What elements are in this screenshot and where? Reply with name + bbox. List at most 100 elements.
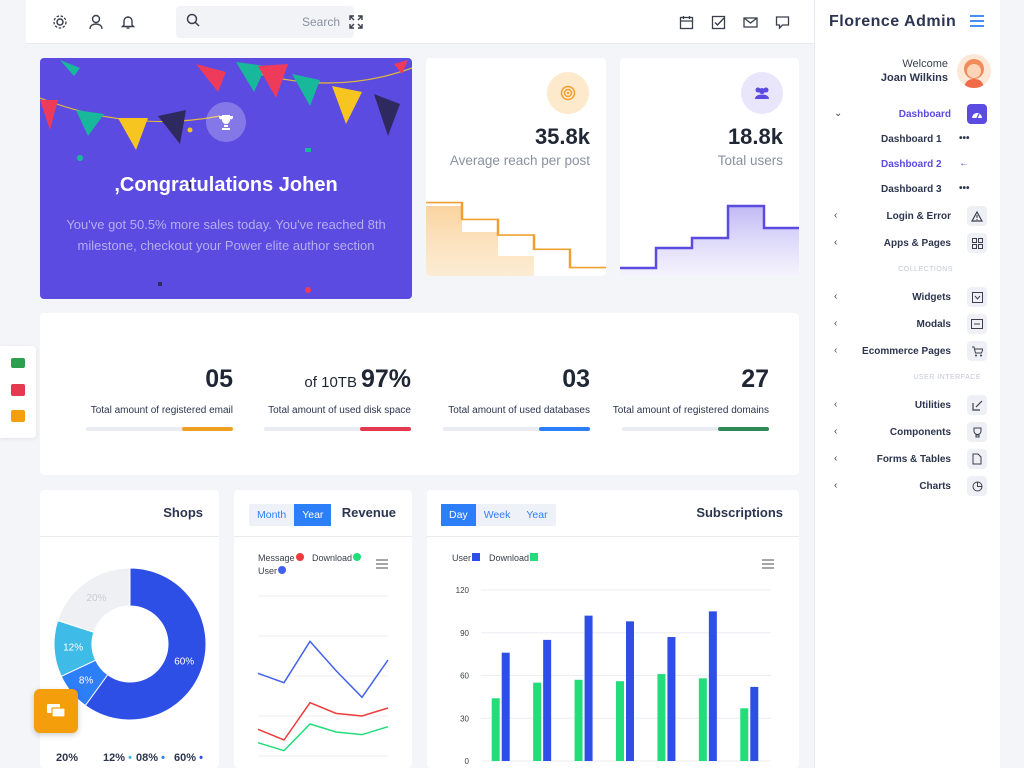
- metric-label: Total amount of used databases: [448, 405, 590, 416]
- metrics-card: 05 Total amount of registered email of 1…: [40, 313, 799, 475]
- search-input[interactable]: Search: [176, 6, 354, 38]
- congratulations-card: ,Congratulations Johen You've got 50.5% …: [40, 58, 412, 299]
- widget-icon: [967, 287, 987, 307]
- chat-fab-button[interactable]: [34, 689, 78, 733]
- metric-label: Total amount of registered email: [90, 405, 233, 416]
- chat-icon[interactable]: [772, 12, 792, 32]
- search-placeholder: Search: [301, 15, 340, 29]
- tab-year[interactable]: Year: [526, 509, 548, 521]
- sidebar-item-forms-tables[interactable]: ‹ Forms & Tables: [815, 449, 1001, 471]
- y-tick-label: 90: [460, 629, 469, 638]
- sidebar-item-dashboard[interactable]: ⌄ Dashboard: [815, 104, 1001, 126]
- bar-download: [491, 698, 500, 761]
- arrow-left-icon: ←: [959, 158, 969, 169]
- pie-slice-label: 60%: [174, 657, 194, 668]
- chevron-left-icon: ‹: [834, 291, 838, 302]
- bar-download: [616, 681, 624, 761]
- sidebar-item-label: Utilities: [914, 400, 951, 411]
- chart-menu-icon[interactable]: [376, 556, 388, 574]
- sidebar-item-login-error[interactable]: ‹ Login & Error: [815, 206, 1001, 228]
- warning-icon: [967, 206, 987, 226]
- chat-bubbles-icon: [47, 704, 66, 718]
- legend-download: Download: [312, 553, 362, 563]
- sidebar-item-modals[interactable]: ‹ Modals: [815, 314, 1001, 336]
- sidebar-item-label: Modals: [916, 319, 951, 330]
- mail-icon[interactable]: [740, 12, 760, 32]
- sidebar-item-utilities[interactable]: ‹ Utilities: [815, 395, 1001, 417]
- stat-card-reach: 35.8k Average reach per post: [426, 58, 606, 276]
- sidebar-item-apps-pages[interactable]: ‹ Apps & Pages: [815, 233, 1001, 255]
- series-line: [257, 723, 389, 752]
- legend-message: Message: [258, 553, 304, 563]
- brand-title: Florence Admin: [829, 13, 957, 30]
- sidebar-item-label: Ecommerce Pages: [862, 346, 951, 357]
- bar-user: [667, 637, 676, 761]
- tab-year[interactable]: Year: [294, 504, 332, 526]
- pie-slice: [57, 567, 131, 633]
- revenue-line-chart: [257, 595, 389, 757]
- bar-user: [501, 652, 510, 761]
- top-bar: Search: [26, 0, 814, 44]
- sidebar-subitem-dashboard-3[interactable]: Dashboard 3 •••: [881, 183, 970, 195]
- y-tick-label: 0: [465, 757, 470, 766]
- tab-month[interactable]: Month: [257, 509, 287, 521]
- fullscreen-icon[interactable]: [346, 12, 366, 32]
- legend-download: Download: [489, 553, 539, 563]
- y-tick-label: 30: [460, 714, 469, 723]
- avatar[interactable]: [957, 54, 991, 88]
- stat-value: 18.8k: [727, 124, 783, 149]
- bar-user: [708, 611, 717, 761]
- sidebar-item-charts[interactable]: ‹ Charts: [815, 476, 1001, 498]
- metric-label: Total amount of used disk space: [268, 405, 411, 416]
- file-icon: [967, 449, 987, 469]
- metric-progress-fill: [717, 427, 769, 431]
- stat-value: 35.8k: [534, 124, 590, 149]
- sidebar-subitem-dashboard-2[interactable]: Dashboard 2 ←: [881, 158, 969, 170]
- sidebar-item-components[interactable]: ‹ Components: [815, 422, 1001, 444]
- metric-value: 05: [205, 365, 233, 393]
- bar-user: [584, 615, 593, 761]
- bar-download: [657, 674, 666, 761]
- sidebar-item-label: Charts: [919, 481, 951, 492]
- money-icon[interactable]: [11, 358, 25, 368]
- legend-user: User: [258, 566, 287, 576]
- bell-icon[interactable]: [118, 12, 138, 32]
- checkbox-icon[interactable]: [708, 12, 728, 32]
- chevron-left-icon: ‹: [834, 453, 838, 464]
- metric-progress-fill: [538, 427, 590, 431]
- metric-label: Total amount of registered domains: [612, 405, 769, 416]
- stat-label: Average reach per post: [449, 153, 590, 168]
- user-icon[interactable]: [86, 12, 106, 32]
- subscriptions-period-toggle: Day Week Year: [441, 504, 556, 526]
- hamburger-menu-icon[interactable]: [970, 14, 984, 32]
- shops-legend-value: 12% •: [103, 752, 132, 764]
- tab-day[interactable]: Day: [441, 504, 476, 526]
- calendar-icon[interactable]: [676, 12, 696, 32]
- bar-user: [626, 621, 634, 761]
- series-line: [257, 640, 389, 699]
- bar-download: [698, 678, 707, 761]
- pie-slice: [84, 567, 207, 721]
- sidebar-item-label: Components: [889, 427, 951, 438]
- chart-menu-icon[interactable]: [762, 556, 774, 574]
- tab-week[interactable]: Week: [483, 509, 511, 521]
- sidebar-item-widgets[interactable]: ‹ Widgets: [815, 287, 1001, 309]
- section-label-collections: COLLECTIONS: [898, 266, 953, 273]
- stat-label: Total users: [717, 153, 783, 168]
- sidebar-item-ecommerce[interactable]: ‹ Ecommerce Pages: [815, 341, 1001, 363]
- cards-icon[interactable]: [11, 410, 25, 422]
- confetti-decoration: [40, 60, 412, 293]
- user-name[interactable]: Joan Wilkins: [880, 72, 948, 84]
- shops-legend-value: 08% •: [136, 752, 165, 764]
- sidebar-item-label: Widgets: [912, 292, 951, 303]
- metric-value: 03: [562, 365, 590, 393]
- y-tick-label: 120: [456, 586, 470, 595]
- panel-title: Subscriptions: [696, 505, 783, 520]
- gear-icon[interactable]: [50, 12, 70, 32]
- gamepad-icon[interactable]: [11, 384, 25, 396]
- pie-slice-label: 12%: [63, 643, 83, 654]
- chevron-left-icon: ‹: [834, 480, 838, 491]
- metric-progress: [86, 427, 233, 431]
- sidebar-subitem-dashboard-1[interactable]: Dashboard 1 •••: [881, 133, 970, 145]
- legend-user: User: [452, 553, 481, 563]
